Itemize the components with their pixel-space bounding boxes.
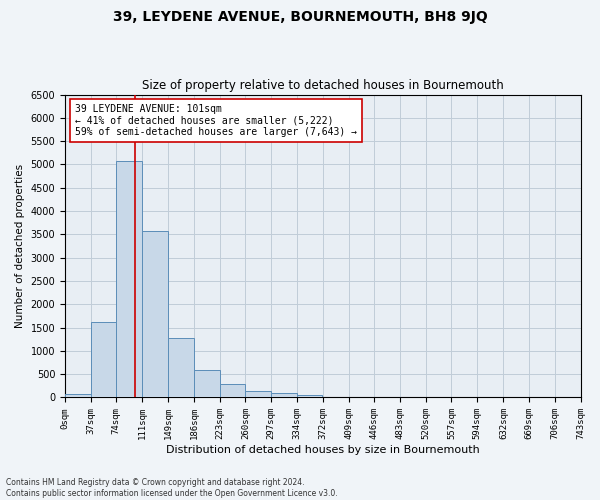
Bar	[91, 322, 116, 398]
Text: 39 LEYDENE AVENUE: 101sqm
← 41% of detached houses are smaller (5,222)
59% of se: 39 LEYDENE AVENUE: 101sqm ← 41% of detac…	[76, 104, 358, 137]
Bar	[297, 395, 322, 398]
Bar	[142, 231, 168, 398]
Text: Contains HM Land Registry data © Crown copyright and database right 2024.
Contai: Contains HM Land Registry data © Crown c…	[6, 478, 338, 498]
Bar	[245, 392, 271, 398]
Bar	[271, 393, 297, 398]
Title: Size of property relative to detached houses in Bournemouth: Size of property relative to detached ho…	[142, 79, 503, 92]
Text: 39, LEYDENE AVENUE, BOURNEMOUTH, BH8 9JQ: 39, LEYDENE AVENUE, BOURNEMOUTH, BH8 9JQ	[113, 10, 487, 24]
Bar	[220, 384, 245, 398]
Bar	[116, 160, 142, 398]
Bar	[323, 396, 349, 398]
Bar	[194, 370, 220, 398]
Bar	[169, 338, 194, 398]
Bar	[65, 394, 91, 398]
Y-axis label: Number of detached properties: Number of detached properties	[15, 164, 25, 328]
X-axis label: Distribution of detached houses by size in Bournemouth: Distribution of detached houses by size …	[166, 445, 479, 455]
